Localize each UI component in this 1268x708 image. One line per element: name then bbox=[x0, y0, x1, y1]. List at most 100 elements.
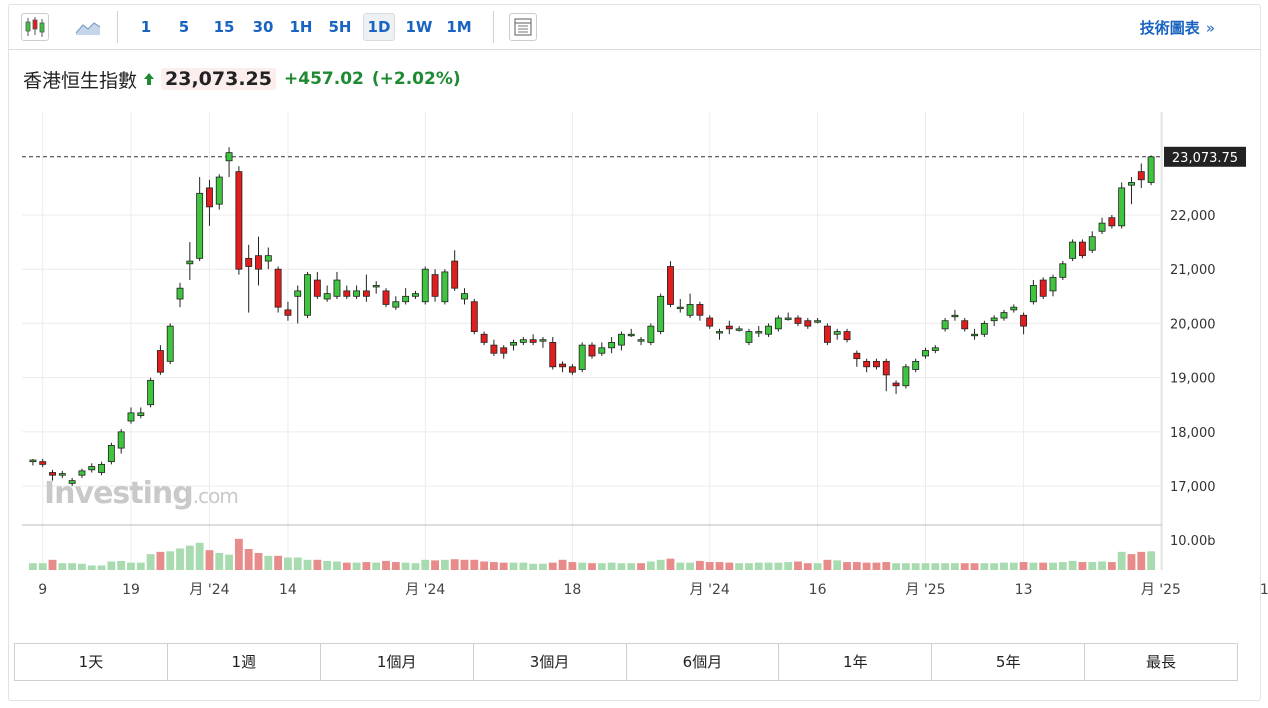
candle bbox=[510, 341, 517, 346]
volume-bar bbox=[1068, 560, 1077, 570]
candle bbox=[49, 472, 56, 476]
candle bbox=[255, 255, 262, 270]
candle bbox=[853, 352, 861, 360]
candle bbox=[902, 366, 910, 387]
candle bbox=[412, 293, 419, 297]
volume-bar bbox=[342, 562, 351, 570]
candlestick-chart-icon[interactable] bbox=[21, 13, 49, 41]
range-5y[interactable]: 5年 bbox=[932, 644, 1086, 680]
candle bbox=[529, 339, 537, 343]
volume-bar bbox=[127, 562, 135, 570]
volume-bar bbox=[313, 559, 322, 570]
interval-1m[interactable]: 1 bbox=[140, 18, 152, 36]
candle bbox=[147, 379, 155, 406]
range-selector: 1天 1週 1個月 3個月 6個月 1年 5年 最長 bbox=[14, 643, 1238, 681]
volume-bar bbox=[774, 562, 783, 570]
volume-bar bbox=[509, 562, 518, 570]
volume-bar bbox=[901, 563, 910, 570]
technical-chart-label[interactable]: 技術圖表 bbox=[1139, 19, 1200, 37]
interval-5m[interactable]: 5 bbox=[178, 18, 190, 36]
candle bbox=[480, 333, 488, 343]
candle bbox=[186, 260, 194, 265]
volume-bar bbox=[568, 562, 577, 570]
volume-bar bbox=[136, 562, 145, 570]
candle bbox=[892, 382, 900, 387]
volume-bar bbox=[489, 562, 498, 570]
x-tick-label: 18 bbox=[563, 582, 581, 598]
candle bbox=[519, 339, 527, 343]
candle bbox=[78, 470, 86, 476]
candle bbox=[323, 293, 331, 300]
candle bbox=[1078, 241, 1086, 257]
candle bbox=[882, 360, 890, 376]
candle bbox=[814, 320, 822, 323]
volume-bar bbox=[519, 562, 528, 570]
candle bbox=[470, 301, 478, 332]
candle bbox=[98, 463, 106, 473]
candle bbox=[1029, 285, 1037, 303]
up-arrow-icon bbox=[144, 73, 155, 85]
candle bbox=[706, 317, 714, 327]
volume-bar bbox=[421, 559, 430, 570]
candle bbox=[980, 323, 988, 335]
volume-bar bbox=[784, 562, 793, 570]
technical-chart-link[interactable]: 技術圖表 » bbox=[1140, 17, 1215, 38]
range-1m[interactable]: 1個月 bbox=[321, 644, 474, 680]
interval-30m[interactable]: 30 bbox=[252, 18, 274, 36]
candle bbox=[794, 317, 802, 324]
candle bbox=[490, 344, 498, 354]
volume-bar bbox=[1039, 562, 1048, 570]
area-chart-icon[interactable] bbox=[74, 13, 102, 41]
volume-bar bbox=[48, 559, 57, 570]
interval-1h[interactable]: 1H bbox=[289, 18, 313, 36]
range-1w[interactable]: 1週 bbox=[168, 644, 321, 680]
range-1d[interactable]: 1天 bbox=[15, 644, 168, 680]
candle bbox=[657, 295, 665, 332]
candle bbox=[441, 271, 449, 303]
volume-bar bbox=[391, 562, 400, 570]
volume-bar bbox=[676, 562, 685, 570]
range-1y[interactable]: 1年 bbox=[779, 644, 933, 680]
candle bbox=[353, 290, 361, 297]
x-tick-label: 9 bbox=[38, 582, 47, 598]
candle bbox=[29, 459, 37, 463]
candle bbox=[696, 304, 704, 316]
volume-bar bbox=[637, 563, 645, 570]
candle bbox=[647, 325, 655, 343]
candle bbox=[461, 293, 468, 300]
volume-bar bbox=[921, 563, 930, 570]
volume-bar bbox=[1058, 562, 1067, 570]
range-max[interactable]: 最長 bbox=[1146, 653, 1177, 671]
interval-15m[interactable]: 15 bbox=[213, 18, 235, 36]
volume-bar bbox=[58, 563, 67, 570]
volume-bar bbox=[480, 561, 489, 570]
volume-bar bbox=[431, 560, 439, 570]
volume-bar bbox=[107, 561, 116, 570]
x-tick-label: 月 '25 bbox=[905, 582, 945, 598]
interval-1w[interactable]: 1W bbox=[405, 18, 433, 36]
interval-1d[interactable]: 1D bbox=[363, 13, 395, 41]
volume-bar bbox=[215, 552, 224, 570]
candle bbox=[765, 325, 772, 335]
candle bbox=[774, 317, 782, 330]
interval-5h[interactable]: 5H bbox=[328, 18, 352, 36]
instrument-name: 香港恒生指數 bbox=[23, 69, 138, 92]
volume-bar bbox=[195, 542, 204, 570]
volume-bar bbox=[28, 563, 37, 570]
volume-bar bbox=[607, 562, 616, 570]
volume-bar bbox=[1117, 551, 1126, 570]
interval-1mo[interactable]: 1M bbox=[446, 18, 472, 36]
candle bbox=[1069, 241, 1077, 259]
candle bbox=[951, 314, 959, 318]
range-3m[interactable]: 3個月 bbox=[474, 644, 627, 680]
volume-bar bbox=[960, 563, 969, 570]
quote-header: 香港恒生指數 23,073.25 +457.02 (+2.02%) bbox=[23, 65, 461, 93]
candle bbox=[1147, 156, 1155, 183]
candle bbox=[1000, 312, 1008, 319]
layout-icon[interactable] bbox=[509, 13, 537, 41]
candle bbox=[1059, 263, 1067, 278]
range-6m[interactable]: 6個月 bbox=[627, 644, 780, 680]
candle bbox=[176, 287, 184, 300]
candle bbox=[333, 279, 341, 297]
